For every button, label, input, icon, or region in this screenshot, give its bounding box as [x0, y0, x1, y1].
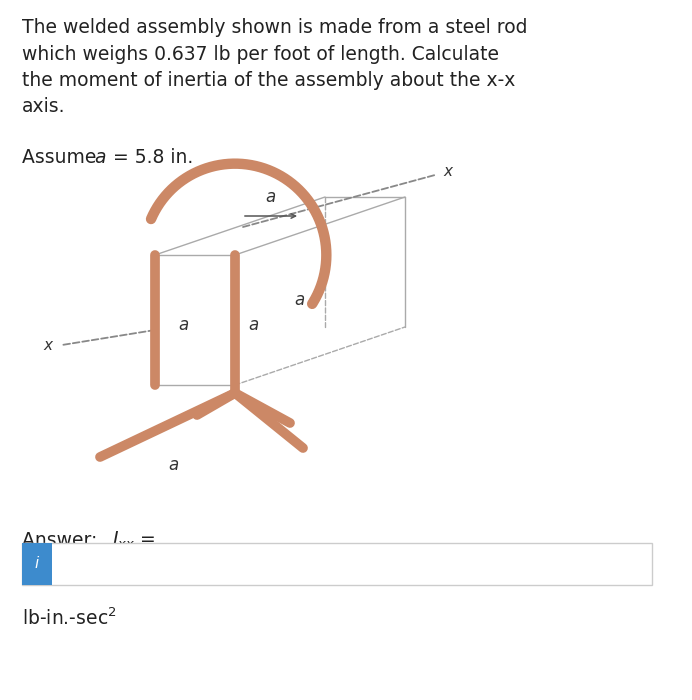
Text: The welded assembly shown is made from a steel rod
which weighs 0.637 lb per foo: The welded assembly shown is made from a…: [22, 18, 527, 116]
Bar: [22, 543, 652, 585]
Text: a: a: [178, 316, 188, 334]
Text: a: a: [295, 291, 304, 309]
Text: a: a: [168, 456, 178, 474]
Text: a: a: [265, 188, 275, 206]
Text: Assume: Assume: [22, 148, 102, 167]
Text: $I_{xx}$ =: $I_{xx}$ =: [112, 529, 155, 551]
Text: a: a: [94, 148, 105, 167]
Bar: [22, 543, 52, 585]
Text: x: x: [43, 337, 52, 353]
Text: Answer:: Answer:: [22, 531, 103, 550]
Text: = 5.8 in.: = 5.8 in.: [107, 148, 193, 167]
Text: lb-in.-sec$^2$: lb-in.-sec$^2$: [22, 607, 117, 629]
Text: i: i: [35, 556, 39, 571]
Text: x: x: [443, 164, 452, 178]
Text: a: a: [248, 316, 258, 334]
